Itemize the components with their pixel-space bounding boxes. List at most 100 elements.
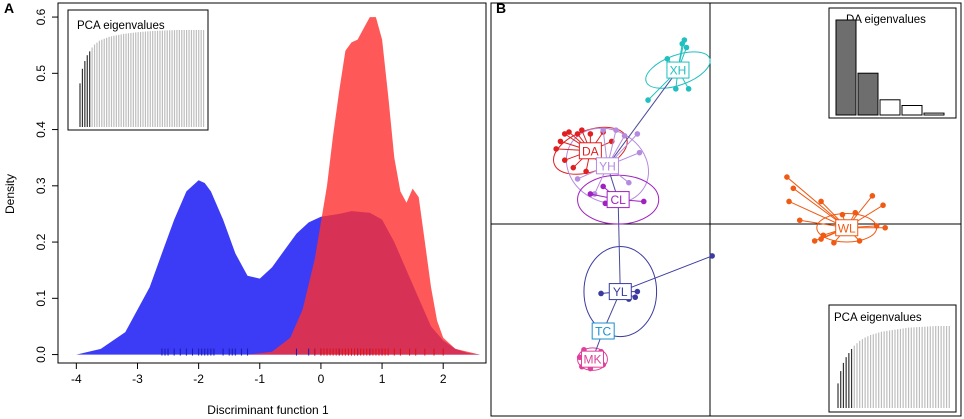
da-inset-bar (879, 99, 901, 116)
point-cl (640, 198, 647, 205)
group-label-yl: YL (613, 285, 628, 299)
point-yl (634, 288, 641, 295)
group-label-yh: YH (599, 159, 616, 173)
point-wl (831, 239, 837, 246)
point-wl (790, 185, 797, 192)
point-cl (600, 183, 606, 190)
x-tick-label: -2 (193, 372, 204, 386)
point-wl (786, 198, 792, 205)
group-label-xh: XH (670, 64, 687, 78)
point-wl (811, 238, 818, 244)
label-box-yl (608, 283, 632, 301)
point-da (587, 131, 594, 137)
ellipse-mk (577, 347, 608, 371)
density-curve-red (247, 17, 480, 355)
point-da (561, 157, 568, 163)
group-spokes (553, 37, 888, 372)
group-label-cl: CL (610, 193, 626, 207)
da-inset-bars (835, 19, 945, 116)
group-label-mk: MK (584, 353, 602, 367)
label-box-wl (835, 219, 859, 237)
y-tick-label: 0.0 (34, 346, 48, 363)
point-xh (664, 56, 671, 62)
label-box-mk (581, 350, 604, 368)
y-tick-label: 0.4 (34, 121, 48, 138)
point-da (570, 164, 577, 171)
x-tick-label: 2 (440, 372, 447, 386)
panel-a-density-plot: A Density Discriminant function 1 -4 -3 -2… (3, 0, 487, 417)
point-wl (796, 217, 803, 224)
point-da (557, 138, 564, 145)
point-yh (626, 179, 632, 186)
point-xh (683, 44, 690, 51)
pca-inset-b-title: PCA eigenvalues (834, 312, 922, 324)
pca-inset-a: PCA eigenvalues (67, 9, 209, 131)
plot-frame (57, 2, 487, 364)
x-tick-label: -1 (254, 372, 265, 386)
point-yh (600, 127, 606, 133)
point-yh (613, 127, 619, 133)
point-da (553, 146, 559, 152)
point-wl (839, 211, 846, 218)
point-yl (709, 253, 715, 259)
point-yh (621, 132, 628, 139)
ellipse-cl (577, 174, 660, 225)
panel-a-label: A (4, 0, 14, 16)
group-label-wl: WL (838, 221, 856, 235)
da-inset-bar (835, 19, 857, 116)
point-wl (880, 202, 886, 209)
point-cl (587, 191, 594, 197)
ellipse-yl (583, 246, 658, 338)
panel-b-label: B (496, 0, 506, 16)
tree-edge (617, 199, 621, 292)
point-yl (632, 294, 639, 301)
da-inset-bar (923, 112, 945, 116)
x-axis-label: Discriminant function 1 (207, 403, 329, 417)
tree-edge (607, 69, 679, 167)
point-wl (852, 209, 859, 216)
pca-inset-bars (79, 30, 205, 127)
da-inset-bar (901, 105, 923, 116)
axes: -4 -3 -2 -1 0 1 2 0.0 0.1 0.2 0.3 0.4 0.5 0.6 (34, 8, 447, 386)
x-tick-label: 0 (318, 372, 325, 386)
group-label-da: DA (582, 144, 599, 158)
scatter-frame (490, 2, 962, 417)
y-tick-label: 0.6 (34, 8, 48, 25)
pca-inset-b: PCA eigenvalues (828, 304, 957, 413)
label-box-cl (606, 191, 630, 209)
point-xh (645, 97, 651, 103)
da-inset-bar (857, 72, 879, 116)
point-yh (634, 131, 641, 137)
da-inset: DA eigenvalues (828, 7, 957, 119)
x-tick-label: 1 (379, 372, 386, 386)
spoke-yl (620, 255, 713, 293)
point-wl (856, 238, 863, 244)
point-wl (818, 198, 824, 205)
pca-inset-b-bars (837, 326, 950, 408)
label-box-xh (666, 61, 690, 79)
label-box-da (578, 142, 602, 160)
y-tick-label: 0.1 (34, 290, 48, 307)
point-xh (673, 86, 679, 92)
point-xh (685, 86, 692, 92)
point-wl (820, 232, 827, 239)
point-da (583, 168, 589, 175)
minimum-spanning-tree (590, 69, 679, 360)
label-box-yh (595, 157, 619, 175)
y-tick-label: 0.5 (34, 65, 48, 82)
point-da (561, 131, 568, 137)
density-curves (76, 17, 480, 355)
point-yh (636, 149, 643, 156)
point-xh (681, 37, 688, 43)
ellipse-xh (645, 51, 711, 89)
group-label-tc: TC (595, 325, 611, 339)
y-tick-label: 0.3 (34, 177, 48, 194)
point-yh (574, 176, 581, 182)
point-wl (784, 174, 790, 180)
label-box-tc (591, 322, 615, 340)
y-axis-label: Density (3, 174, 17, 214)
pca-inset-title: PCA eigenvalues (77, 20, 165, 32)
